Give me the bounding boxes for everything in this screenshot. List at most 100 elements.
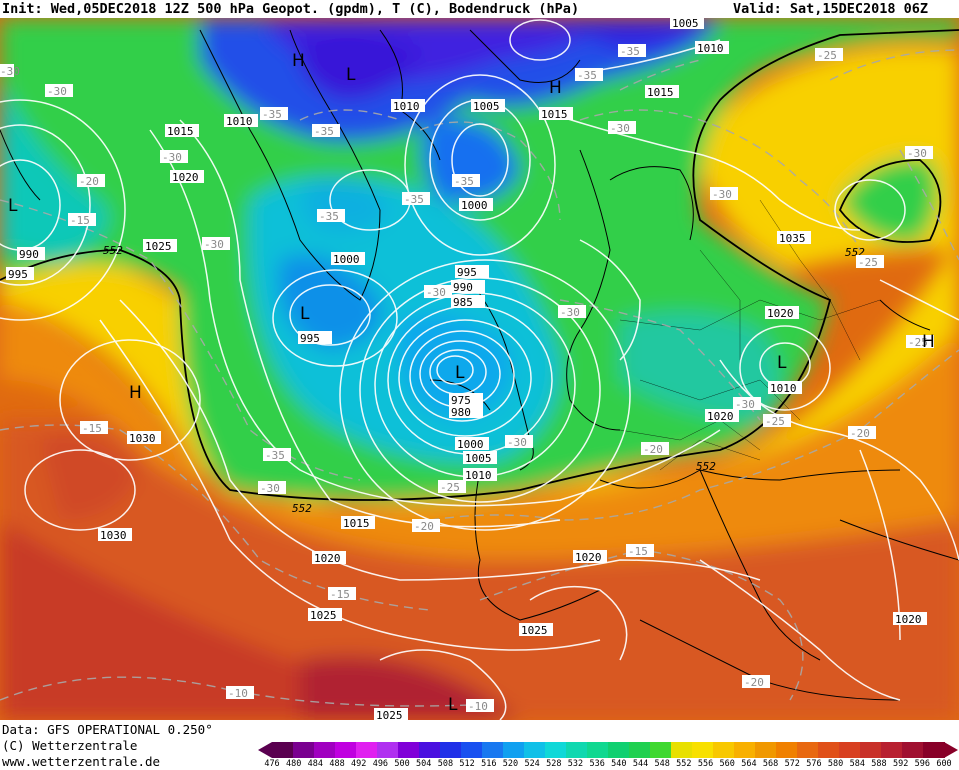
legend-tick-label: 564 [741,759,757,769]
legend-tick-label: 532 [567,759,584,769]
legend-swatch [566,742,588,758]
pressure-label: 1010 [226,115,253,128]
temp-label: -30 [0,65,20,78]
legend-tick-label: 516 [481,759,497,769]
pressure-label: 1015 [343,517,370,530]
legend-swatch [734,742,756,758]
pressure-label: 1025 [310,609,337,622]
legend-swatch [629,742,651,758]
legend-tick-label: 528 [546,759,562,769]
legend-swatch [713,742,735,758]
legend-tick-label: 504 [416,759,432,769]
pressure-label: 1005 [473,100,500,113]
legend-swatch [314,742,336,758]
legend-tick-label: 536 [589,759,605,769]
legend-tick-label: 512 [459,759,475,769]
low-center-marker: L [777,353,787,373]
temp-label: -35 [620,45,640,58]
pressure-label: 1025 [376,709,403,720]
pressure-label: 990 [19,248,39,261]
country-borders [619,199,881,471]
legend-swatch [755,742,777,758]
temp-label: -30 [507,436,527,449]
pressure-label: 985 [453,296,473,309]
temp-label: -25 [858,256,878,269]
legend-swatch [818,742,840,758]
geopotential-552-line [0,29,959,501]
temp-label: -35 [454,175,474,188]
legend-tick-label: 552 [676,759,692,769]
title-bar: Init: Wed,05DEC2018 12Z 500 hPa Geopot. … [0,0,959,18]
legend-swatch [881,742,903,758]
weather-map[interactable]: 552 552 552 552 -30 -35 -35 -35 -30 -35 … [0,18,959,720]
temp-label: -30 [260,482,280,495]
pressure-label: 1020 [895,613,922,626]
legend-arrow-left [258,742,272,758]
footer: Data: GFS OPERATIONAL 0.250° (C) Wetterz… [0,720,959,770]
website-link[interactable]: www.wetterzentrale.de [2,754,161,769]
legend-tick-label: 572 [784,759,800,769]
legend-swatch [545,742,567,758]
legend-swatch [503,742,525,758]
temp-label: -20 [744,676,764,689]
legend-swatch [335,742,357,758]
pressure-label: 1020 [767,307,794,320]
low-center-marker: L [346,65,356,85]
copyright-credit: (C) Wetterzentrale [2,738,138,753]
legend-tick-label: 540 [611,759,627,769]
legend-tick-label: 592 [892,759,909,769]
legend-tick-label: 524 [524,759,540,769]
init-time-label: Init: Wed,05DEC2018 12Z 500 hPa Geopot. … [2,1,580,17]
legend-swatch [440,742,462,758]
temp-label: -20 [850,427,870,440]
legend-swatch [902,742,924,758]
legend-swatch [776,742,798,758]
legend-tick-label: 520 [502,759,519,769]
color-legend: 476 480 484 488 492 496 500 504 508 512 516 520 524 5… [258,742,958,769]
valid-time-label: Valid: Sat,15DEC2018 06Z [733,1,929,17]
legend-tick-label: 484 [307,759,324,769]
legend-tick-label: 476 [264,759,280,769]
legend-tick-label: 596 [914,759,930,769]
temp-label: -30 [204,238,224,251]
pressure-label: 1010 [393,100,420,113]
geopotential-label: 552 [103,244,123,257]
legend-tick-label: 492 [351,759,367,769]
legend-swatch [650,742,672,758]
temp-label: -35 [265,449,285,462]
temp-label: -30 [712,188,732,201]
legend-tick-label: 560 [719,759,735,769]
temp-label: -20 [414,520,434,533]
pressure-label: 1025 [145,240,172,253]
pressure-label: 1010 [697,42,724,55]
legend-swatch [692,742,714,758]
legend-swatch [398,742,420,758]
legend-swatch [461,742,483,758]
high-center-marker: H [129,383,142,403]
pressure-label: 980 [451,406,471,419]
legend-swatch [377,742,399,758]
temp-label: -35 [262,108,282,121]
pressure-label: 1020 [575,551,602,564]
pressure-label: 1020 [707,410,734,423]
pressure-label: 1010 [465,469,492,482]
geopotential-label: 552 [696,460,716,473]
high-center-marker: H [292,51,305,71]
low-center-marker: L [455,363,465,383]
legend-swatch [923,742,945,758]
pressure-label: 1000 [457,438,484,451]
legend-arrow-right [944,742,958,758]
high-center-marker: H [922,332,935,352]
temp-label: -10 [228,687,248,700]
pressure-label: 1020 [314,552,341,565]
legend-swatch [860,742,882,758]
legend-swatch [671,742,693,758]
low-center-marker: L [300,304,310,324]
pressure-centers: H L L H L L L H H L [8,51,935,715]
legend-tick-label: 480 [285,759,302,769]
legend-swatch [608,742,630,758]
temp-label: -15 [330,588,350,601]
temp-label: -35 [404,193,424,206]
legend-tick-label: 508 [437,759,454,769]
legend-tick-label: 576 [806,759,822,769]
